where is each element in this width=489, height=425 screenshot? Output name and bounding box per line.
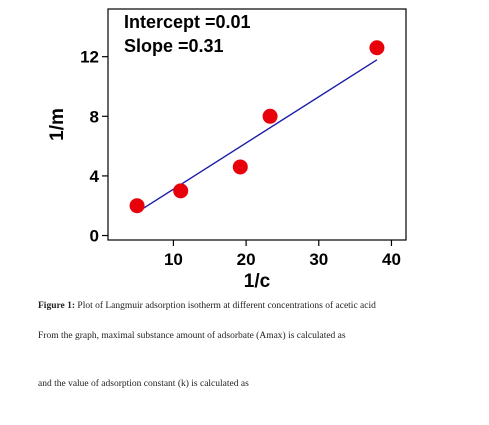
data-point xyxy=(369,40,385,56)
y-tick-label: 4 xyxy=(90,167,100,186)
fit-line-layer xyxy=(136,59,378,213)
x-axis-title: 1/c xyxy=(244,271,271,292)
intercept-annotation: Intercept =0.01 xyxy=(124,12,251,32)
axis-ticks: 10 20 30 40 0 4 8 12 xyxy=(80,48,401,269)
data-point xyxy=(173,183,189,199)
y-tick-label: 0 xyxy=(90,227,99,246)
regression-line xyxy=(136,59,378,213)
figure-caption-text: Plot of Langmuir adsorption isotherm at … xyxy=(77,301,376,311)
data-point xyxy=(232,159,248,175)
data-point xyxy=(262,108,278,124)
plot-frame xyxy=(107,8,407,241)
y-tick-label: 12 xyxy=(80,48,99,67)
data-point xyxy=(129,198,145,214)
body-line-k: and the value of adsorption constant (k)… xyxy=(38,379,249,389)
x-tick-label: 10 xyxy=(164,250,183,269)
slope-annotation: Slope =0.31 xyxy=(124,36,224,56)
body-line-amax: From the graph, maximal substance amount… xyxy=(38,331,346,341)
figure-caption: Figure 1: Plot of Langmuir adsorption is… xyxy=(38,301,376,311)
figure-caption-label: Figure 1: xyxy=(38,301,76,311)
x-tick-label: 30 xyxy=(309,250,328,269)
data-points-layer xyxy=(129,40,385,214)
y-axis-title: 1/m xyxy=(47,108,68,141)
x-tick-label: 40 xyxy=(382,250,401,269)
adsorption-isotherm-chart: 10 20 30 40 0 4 8 12 Intercept =0.01 Slope =0.3… xyxy=(47,8,407,292)
x-tick-label: 20 xyxy=(237,250,256,269)
y-tick-label: 8 xyxy=(90,107,99,126)
